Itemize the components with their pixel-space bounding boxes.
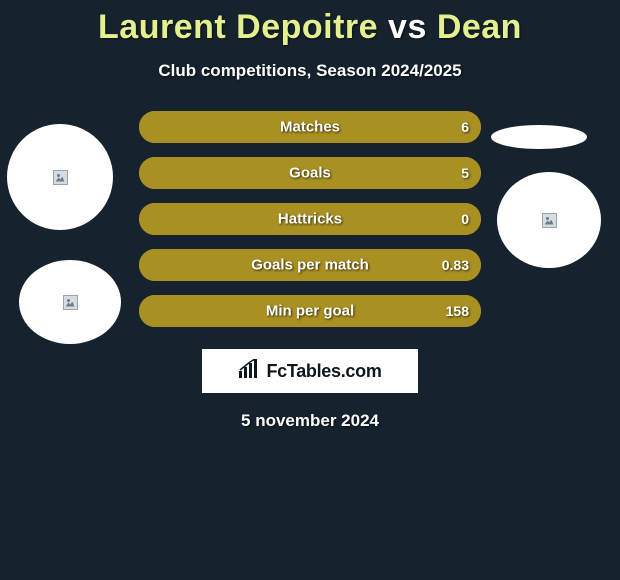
stat-value-left: 158 — [446, 303, 469, 319]
brand-box: FcTables.com — [202, 349, 418, 393]
title-player2: Dean — [437, 8, 522, 46]
date-line: 5 november 2024 — [0, 411, 620, 431]
stat-label: Matches — [280, 119, 340, 136]
player2-avatar — [497, 172, 601, 268]
stat-row: Min per goal 158 — [139, 295, 481, 327]
stat-value-left: 0 — [461, 211, 469, 227]
title-vs: vs — [388, 8, 427, 46]
brand-text: FcTables.com — [266, 361, 381, 382]
stat-value-left: 5 — [461, 165, 469, 181]
stat-label: Goals — [289, 165, 331, 182]
title-player1: Laurent Depoitre — [98, 8, 378, 46]
stat-value-left: 0.83 — [442, 257, 469, 273]
broken-image-icon — [63, 295, 78, 310]
stats-container: Matches 6 Goals 5 Hattricks 0 Goals per match 0… — [139, 111, 481, 327]
stat-label: Goals per match — [251, 257, 369, 274]
stat-row: Goals 5 — [139, 157, 481, 189]
player1-avatar-bottom — [19, 260, 121, 344]
stat-row: Matches 6 — [139, 111, 481, 143]
player2-ellipse — [491, 125, 587, 149]
broken-image-icon — [53, 170, 68, 185]
page-title: Laurent Depoitre vs Dean — [0, 0, 620, 47]
subtitle: Club competitions, Season 2024/2025 — [0, 61, 620, 81]
stat-label: Hattricks — [278, 211, 342, 228]
stat-row: Hattricks 0 — [139, 203, 481, 235]
player1-avatar-top — [7, 124, 113, 230]
broken-image-icon — [542, 213, 557, 228]
stat-value-left: 6 — [461, 119, 469, 135]
stat-label: Min per goal — [266, 303, 354, 320]
stat-row: Goals per match 0.83 — [139, 249, 481, 281]
chart-icon — [238, 359, 260, 384]
